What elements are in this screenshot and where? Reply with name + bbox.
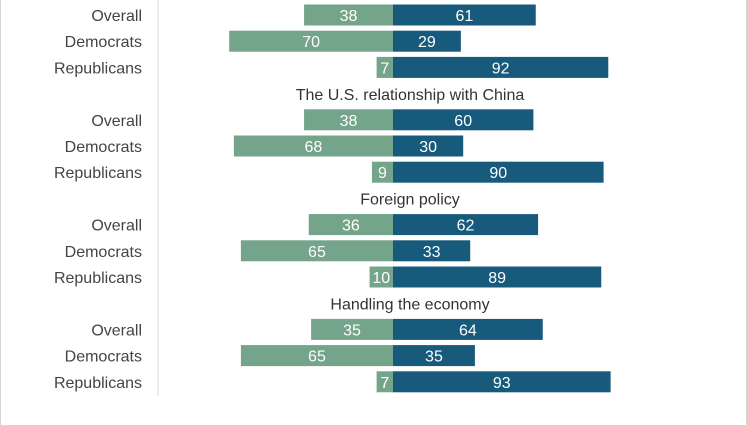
bar-left-value: 35 (343, 322, 361, 339)
bar-left-value: 7 (380, 375, 389, 392)
row-label: Overall (91, 113, 142, 130)
bar-right (393, 371, 611, 393)
row-label: Democrats (65, 139, 142, 156)
bar-left-value: 65 (308, 244, 326, 261)
bar-right (393, 318, 543, 340)
bar-right-value: 29 (418, 34, 436, 51)
bar-right-value: 62 (457, 218, 475, 235)
bar-right-value: 93 (493, 375, 511, 392)
bar-left (240, 345, 393, 367)
row-label: Republicans (54, 270, 142, 287)
chart-groups: Overall 38 61 Democrats 70 29 Republicans 7 92 Th… (54, 4, 611, 393)
row-label: Overall (91, 8, 142, 25)
row-label: Democrats (65, 34, 142, 51)
bar-left-value: 70 (302, 34, 320, 51)
bar-right (393, 30, 461, 52)
bar-right (393, 214, 539, 236)
bar-right (393, 109, 534, 131)
row-label: Democrats (65, 244, 142, 261)
bar-left (308, 214, 393, 236)
bar-right-value: 90 (489, 165, 507, 182)
bar-left-value: 7 (380, 60, 389, 77)
bar-left (304, 109, 393, 131)
bar-right-value: 33 (423, 244, 441, 261)
bar-right-value: 60 (454, 113, 472, 130)
bar-right (393, 4, 536, 26)
row-label: Overall (91, 218, 142, 235)
bar-left (371, 161, 393, 183)
bar-left-value: 10 (372, 270, 390, 287)
bar-left-value: 68 (305, 139, 323, 156)
bar-left (240, 240, 393, 262)
bar-right (393, 345, 475, 367)
bar-left-value: 9 (378, 165, 387, 182)
bar-left (233, 135, 393, 157)
bar-right (393, 161, 604, 183)
bar-left-value: 38 (340, 113, 358, 130)
group-title: Handling the economy (330, 296, 489, 313)
bar-left (311, 318, 393, 340)
bar-right-value: 61 (455, 8, 473, 25)
bar-left-value: 38 (340, 8, 358, 25)
row-label: Overall (91, 322, 142, 339)
row-label: Democrats (65, 349, 142, 366)
bar-left (369, 266, 393, 288)
bar-left (376, 56, 393, 78)
chart-group: The U.S. relationship with China Overall 3… (54, 87, 604, 183)
bar-left (229, 30, 393, 52)
bar-right-value: 64 (459, 322, 477, 339)
chart-group: Foreign policy Overall 36 62 Democrats 65 33 Re… (54, 192, 602, 288)
bar-right-value: 89 (488, 270, 506, 287)
bar-left-value: 65 (308, 349, 326, 366)
bar-right (393, 135, 464, 157)
bar-right (393, 266, 602, 288)
row-label: Republicans (54, 60, 142, 77)
row-label: Republicans (54, 375, 142, 392)
bar-right (393, 240, 471, 262)
bar-right (393, 56, 609, 78)
row-label: Republicans (54, 165, 142, 182)
bar-left-value: 36 (342, 218, 360, 235)
bar-left (304, 4, 393, 26)
bar-right-value: 92 (492, 60, 510, 77)
group-title: The U.S. relationship with China (296, 87, 525, 104)
bar-left (376, 371, 393, 393)
group-title: Foreign policy (360, 192, 460, 209)
chart-group: Handling the economy Overall 35 64 Democrats… (54, 296, 611, 393)
bar-right-value: 35 (425, 349, 443, 366)
bar-right-value: 30 (419, 139, 437, 156)
chart-group: Overall 38 61 Democrats 70 29 Republicans 7 92 (54, 4, 609, 78)
